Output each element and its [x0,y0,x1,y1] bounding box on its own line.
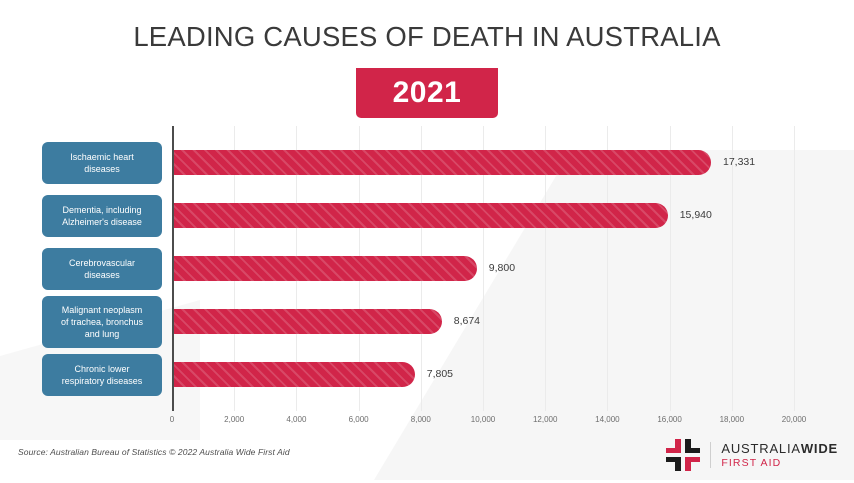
bar-4 [172,309,442,334]
logo-brand-part2: WIDE [800,440,838,456]
category-label-4: Malignant neoplasm of trachea, bronchus an… [42,295,162,348]
title-divider-wrap: 2021 [0,67,854,118]
gridline [794,126,795,411]
header: LEADING CAUSES OF DEATH IN AUSTRALIA 202… [0,0,854,118]
logo-separator [710,442,712,468]
logo-brand-name: AUSTRALIAWIDE [721,442,838,455]
bar-value-3: 9,800 [488,262,516,274]
x-tick-label: 16,000 [657,415,682,424]
bar-chart: Ischaemic heart diseases 17,331 Dementia, i… [0,126,854,416]
source-note: Source: Australian Bureau of Statistics … [18,447,290,457]
x-tick-label: 0 [169,415,175,424]
bar-value-1: 17,331 [722,156,756,168]
category-label-2: Dementia, including Alzheimer's disease [42,194,162,237]
bar-value-4: 8,674 [453,315,481,327]
category-label-text: Malignant neoplasm of trachea, bronchus an… [60,304,144,339]
year-badge-label: 2021 [392,75,462,109]
category-label-5: Chronic lower respiratory diseases [42,353,162,396]
brand-logo: AUSTRALIAWIDE FIRST AID [666,437,838,473]
bar-value-2: 15,940 [679,209,712,221]
year-badge: 2021 [356,67,498,118]
gridline [669,126,671,411]
logo-text: AUSTRALIAWIDE FIRST AID [721,442,838,469]
x-tick-label: 2,000 [224,415,245,424]
x-tick-label: 6,000 [348,415,369,424]
x-tick-label: 10,000 [470,415,496,424]
x-tick-label: 18,000 [719,415,745,424]
category-label-text: Chronic lower respiratory diseases [61,363,143,386]
logo-brand-part1: AUSTRALIA [721,440,801,456]
y-axis-line [172,126,174,411]
category-label-text: Cerebrovascular diseases [68,257,136,280]
bar-3 [172,256,477,281]
x-axis: 0 2,000 4,000 6,000 8,000 10,000 12,000 14,000 1… [0,415,854,435]
category-label-3: Cerebrovascular diseases [42,247,162,290]
category-label-text: Dementia, including Alzheimer's disease [62,204,142,227]
x-tick-label: 20,000 [781,415,807,424]
x-tick-label: 14,000 [595,415,620,424]
gridline [607,126,609,411]
gridline [483,126,484,411]
bar-1 [172,150,711,175]
footer: Source: Australian Bureau of Statistics … [0,427,854,483]
gridline [545,126,547,411]
cross-logo-icon [666,439,701,471]
category-label-1: Ischaemic heart diseases [42,141,162,184]
bar-5 [172,362,415,387]
gridline [731,126,733,411]
x-tick-label: 12,000 [532,415,558,424]
bar-value-5: 7,805 [426,368,454,380]
logo-tagline: FIRST AID [721,456,782,469]
x-tick-label: 4,000 [286,415,307,424]
category-label-text: Ischaemic heart diseases [70,151,134,174]
page-title: LEADING CAUSES OF DEATH IN AUSTRALIA [133,21,721,52]
x-tick-label: 8,000 [410,415,431,424]
bar-2 [172,203,668,228]
